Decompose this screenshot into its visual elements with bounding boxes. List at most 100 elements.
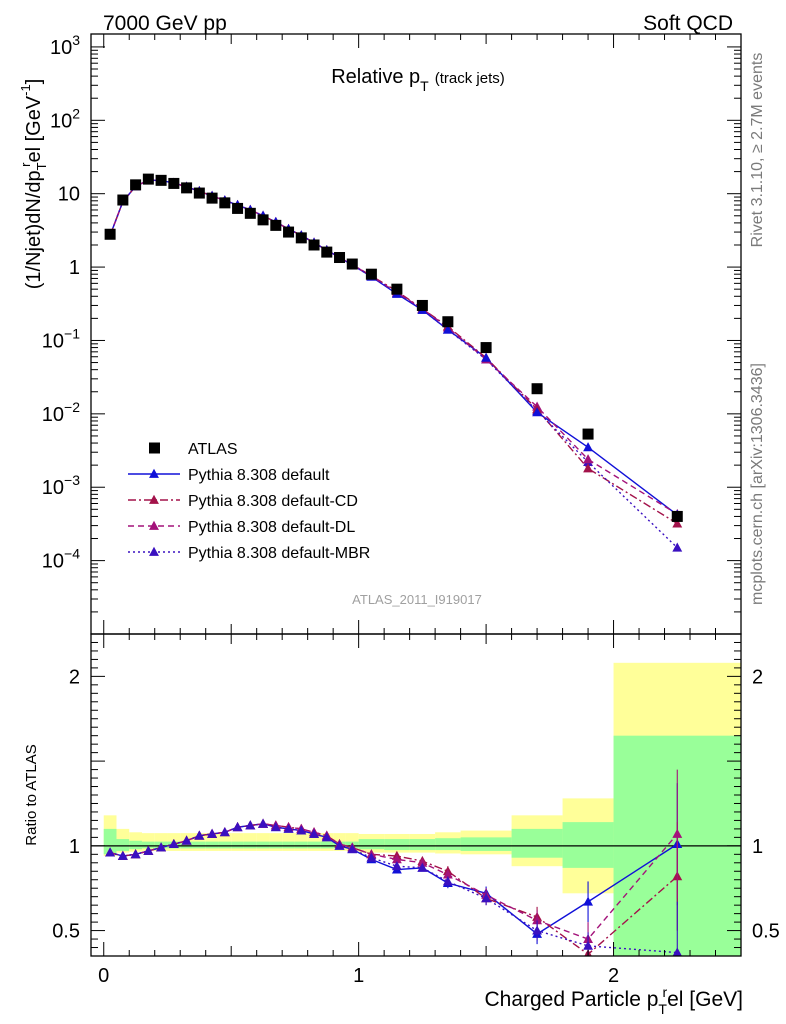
data-point-atlas <box>334 252 346 264</box>
uncertainty-band-stat <box>435 838 461 851</box>
ratio-ytick-label-left: 0.5 <box>52 921 80 943</box>
data-point-atlas <box>391 283 403 295</box>
data-point-atlas <box>283 226 295 238</box>
uncertainty-band-stat <box>460 837 512 851</box>
ratio-xtick-label: 0 <box>98 965 109 987</box>
ratio-ytick-label-left: 2 <box>69 666 80 688</box>
uncertainty-band-stat <box>562 822 614 868</box>
main-ytick-label: 1 <box>69 257 80 279</box>
uncertainty-band-stat <box>103 828 117 855</box>
uncertainty-band-stat <box>511 828 563 858</box>
ratio-point <box>181 835 192 845</box>
data-point-atlas <box>117 194 129 206</box>
header-right: Soft QCD <box>643 12 733 35</box>
mc-point <box>672 542 683 552</box>
ratio-point <box>296 825 307 835</box>
ratio-point <box>334 840 345 850</box>
analysis-watermark: ATLAS_2011_I919017 <box>352 592 482 607</box>
data-point-atlas <box>442 316 454 328</box>
legend-label: Pythia 8.308 default-CD <box>188 493 358 510</box>
data-point-atlas <box>104 228 116 240</box>
ratio-point <box>321 832 332 842</box>
ratio-point <box>258 818 268 828</box>
data-point-atlas <box>346 258 358 270</box>
ratio-point <box>417 857 428 867</box>
legend: ATLAS Pythia 8.308 default Pythia 8.308 de… <box>128 441 370 562</box>
ratio-panel: 0 1 2 0.5 0.5 1 1 2 2 <box>52 633 780 987</box>
ratio-point <box>245 820 256 830</box>
main-ylabel: (1/Njet)dN/dpTrel [GeV-1] <box>18 79 49 290</box>
uncertainty-band-stat <box>358 839 385 850</box>
ratio-point <box>194 830 205 840</box>
ratio-point <box>442 876 453 886</box>
main-title: Relative pT (track jets) <box>331 66 505 94</box>
ratio-point <box>532 925 543 935</box>
data-point-atlas <box>219 197 231 209</box>
mc-point <box>481 352 492 362</box>
ratio-xtick-label: 1 <box>353 965 364 987</box>
mc-point <box>583 442 593 452</box>
data-point-atlas <box>257 214 269 226</box>
legend-label: Pythia 8.308 default-DL <box>188 519 355 536</box>
legend-label: Pythia 8.308 default <box>188 467 330 484</box>
data-point-atlas <box>244 207 256 219</box>
ratio-point <box>391 854 402 864</box>
rivet-version-label: Rivet 3.1.10, ≥ 2.7M events <box>749 53 766 248</box>
ratio-point <box>417 862 428 872</box>
legend-marker <box>149 520 159 530</box>
ratio-point <box>391 860 402 871</box>
ratio-point <box>672 828 683 838</box>
ratio-ylabel: Ratio to ATLAS <box>23 744 40 845</box>
ratio-point <box>672 947 682 956</box>
main-ytick-label: 10−2 <box>42 399 80 426</box>
uncertainty-band-stat <box>294 841 308 849</box>
data-point-atlas <box>181 182 193 194</box>
header-left: 7000 GeV pp <box>103 12 227 35</box>
ratio-point <box>117 850 128 860</box>
ratio-xlabel: Charged Particle pTrel [GeV] <box>484 984 743 1017</box>
main-ytick-label: 10−3 <box>42 472 80 499</box>
mc-point <box>442 324 453 334</box>
uncertainty-band-stat <box>231 841 244 849</box>
ratio-point <box>481 893 492 903</box>
mc-point <box>583 454 593 464</box>
ratio-point <box>143 845 154 855</box>
ratio-point <box>309 828 319 838</box>
uncertainty-band-stat <box>384 839 410 851</box>
data-point-atlas <box>130 179 142 191</box>
data-point-atlas <box>155 174 167 186</box>
main-ytick-label: 10 <box>58 184 80 206</box>
ratio-point <box>283 823 294 833</box>
main-ytick-label: 10−1 <box>42 325 80 352</box>
ratio-ytick-label-left: 1 <box>69 836 80 858</box>
ratio-point <box>105 847 116 857</box>
ratio-ytick-label-right: 0.5 <box>752 921 780 943</box>
ratio-xtick-label: 2 <box>608 965 619 987</box>
data-point-atlas <box>321 246 333 258</box>
ratio-point <box>207 828 218 838</box>
ratio-point <box>232 822 243 832</box>
data-point-atlas <box>270 219 282 231</box>
uncertainty-band-stat <box>243 841 257 849</box>
ratio-point <box>366 852 377 862</box>
main-ytick-label: 103 <box>50 32 80 59</box>
ratio-point <box>583 940 593 950</box>
data-point-atlas <box>206 192 218 204</box>
uncertainty-band-stat <box>141 841 155 849</box>
uncertainty-band-stat <box>116 839 130 851</box>
uncertainty-band-stat <box>180 841 193 849</box>
uncertainty-band-stat <box>409 839 436 851</box>
ratio-point <box>219 827 230 837</box>
legend-label: ATLAS <box>188 441 238 458</box>
uncertainty-band-stat <box>256 841 270 849</box>
ratio-series-group <box>105 769 683 956</box>
mc-point <box>672 518 683 528</box>
mc-point <box>532 407 543 417</box>
ratio-point <box>130 849 141 859</box>
ratio-point <box>347 844 358 854</box>
uncertainty-band-stat <box>320 841 334 849</box>
data-point-atlas <box>582 428 594 440</box>
data-point-atlas <box>295 232 307 244</box>
data-point-atlas <box>480 342 492 354</box>
